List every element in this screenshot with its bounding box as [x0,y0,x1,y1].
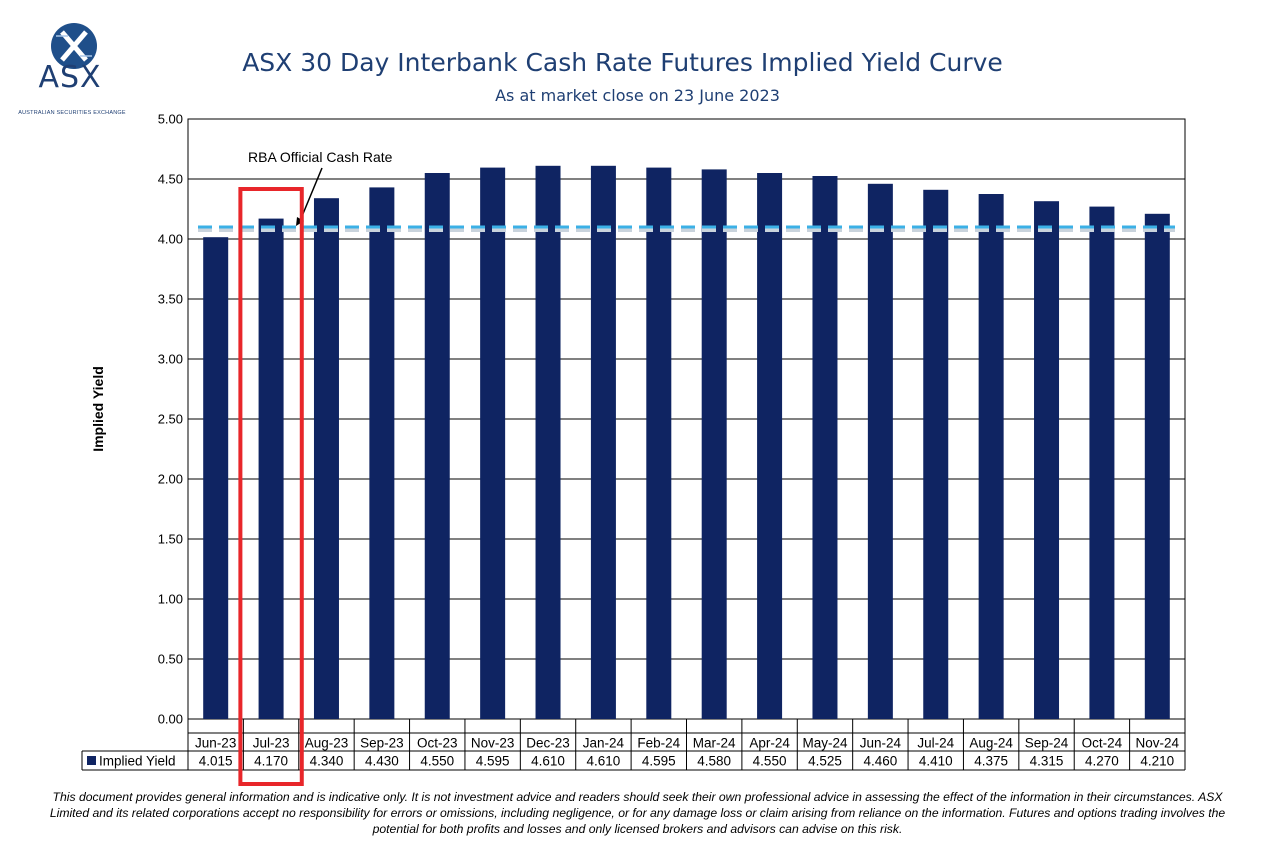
y-tick-label: 4.50 [158,172,183,187]
data-label: 4.550 [420,754,454,769]
category-label: Jan-24 [583,736,625,751]
data-label: 4.580 [697,754,731,769]
highlight-box-jul-23 [238,187,304,786]
data-label: 4.550 [753,754,787,769]
y-tick-label: 2.00 [158,472,183,487]
bar-dec-23 [535,165,561,720]
data-label: 4.375 [974,754,1008,769]
chart-subtitle: As at market close on 23 June 2023 [495,86,780,105]
data-label: 4.595 [642,754,676,769]
y-tick-label: 2.50 [158,412,183,427]
data-label: 4.595 [476,754,510,769]
data-label: 4.270 [1085,754,1119,769]
bar-sep-23 [369,187,395,719]
data-label: 4.315 [1030,754,1064,769]
asx-logo-mark [51,23,97,69]
bar-feb-24 [646,167,672,720]
category-label: Sep-23 [360,736,404,751]
legend-series-name: Implied Yield [99,754,176,769]
logo-text: ASX [38,60,102,95]
category-label: Mar-24 [693,736,736,751]
y-tick-label: 1.00 [158,592,183,607]
legend-swatch [87,756,96,765]
logo-subtext: AUSTRALIAN SECURITIES EXCHANGE [18,110,126,116]
data-label: 4.015 [199,754,233,769]
category-label: Aug-23 [305,736,349,751]
category-label: Sep-24 [1025,736,1069,751]
bar-mar-24 [701,169,727,719]
data-label: 4.610 [587,754,621,769]
bar-apr-24 [757,173,783,719]
y-tick-label: 0.50 [158,652,183,667]
category-label: Oct-23 [417,736,458,751]
bar-jul-23 [258,218,284,719]
y-tick-label: 5.00 [158,112,183,127]
data-label: 4.460 [863,754,897,769]
bar-nov-24 [1144,213,1170,720]
data-label: 4.610 [531,754,565,769]
category-label: May-24 [802,736,848,751]
data-label: 4.525 [808,754,842,769]
bar-jun-24 [867,183,893,720]
bar-aug-24 [978,194,1004,719]
bar-aug-23 [313,198,339,719]
category-label: Jun-23 [195,736,236,751]
y-tick-label: 3.00 [158,352,183,367]
bar-jun-23 [203,237,229,719]
category-label: Oct-24 [1082,736,1123,751]
chart-title: ASX 30 Day Interbank Cash Rate Futures I… [242,48,1003,77]
category-label: Aug-24 [969,736,1013,751]
bar-sep-24 [1034,201,1060,719]
bar-jan-24 [590,165,616,720]
rba-cash-rate-label: RBA Official Cash Rate [248,149,393,165]
y-axis-label: Implied Yield [90,366,106,452]
y-tick-label: 1.50 [158,532,183,547]
category-label: Feb-24 [637,736,680,751]
disclaimer-text: This document provides general informati… [49,790,1226,836]
y-tick-label: 4.00 [158,232,183,247]
bar-jul-24 [923,189,949,720]
bar-oct-23 [424,173,450,719]
bar-oct-24 [1089,206,1115,720]
data-label: 4.340 [310,754,344,769]
data-label: 4.170 [254,754,288,769]
data-label: 4.210 [1140,754,1174,769]
y-tick-label: 3.50 [158,292,183,307]
category-label: Nov-23 [471,736,515,751]
data-label: 4.410 [919,754,953,769]
category-label: Nov-24 [1136,736,1180,751]
y-tick-label: 0.00 [158,712,183,727]
category-label: Apr-24 [749,736,790,751]
category-label: Jul-24 [917,736,954,751]
bar-nov-23 [480,167,506,720]
category-label: Jul-23 [253,736,290,751]
data-label: 4.430 [365,754,399,769]
category-label: Dec-23 [526,736,570,751]
category-label: Jun-24 [860,736,902,751]
bar-may-24 [812,176,838,719]
